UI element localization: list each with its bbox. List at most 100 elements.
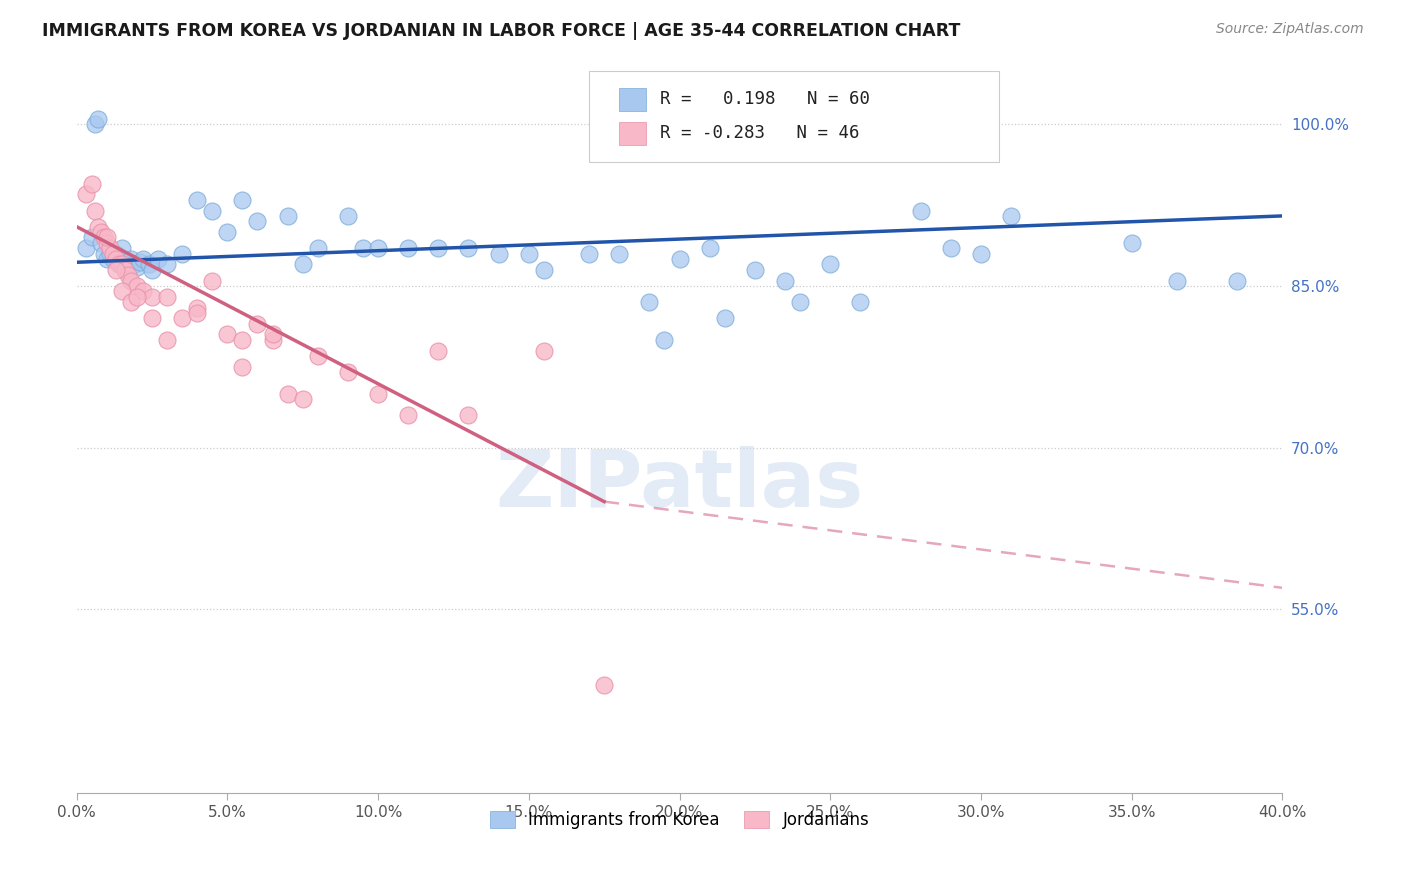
Point — [713, 311, 735, 326]
Point — [367, 386, 389, 401]
Point — [533, 343, 555, 358]
Point — [104, 252, 127, 266]
Point — [352, 241, 374, 255]
Point — [98, 246, 121, 260]
Point — [231, 333, 253, 347]
Point — [307, 349, 329, 363]
Point — [427, 343, 450, 358]
Point — [231, 359, 253, 374]
Point — [262, 333, 284, 347]
Point — [141, 262, 163, 277]
Point — [98, 241, 121, 255]
Point — [367, 241, 389, 255]
Point — [336, 209, 359, 223]
Text: ZIPatlas: ZIPatlas — [495, 446, 863, 524]
Point — [128, 255, 150, 269]
Point — [122, 257, 145, 271]
Point — [773, 274, 796, 288]
FancyBboxPatch shape — [589, 70, 1000, 162]
Point — [141, 290, 163, 304]
Point — [517, 246, 540, 260]
Point — [120, 252, 142, 266]
Point — [186, 301, 208, 315]
Point — [277, 386, 299, 401]
Point — [396, 409, 419, 423]
Point — [107, 257, 129, 271]
Point — [90, 225, 112, 239]
Point — [246, 214, 269, 228]
Point — [593, 678, 616, 692]
Point — [93, 246, 115, 260]
Point — [138, 257, 160, 271]
Point — [120, 274, 142, 288]
Point — [201, 203, 224, 218]
Point — [246, 317, 269, 331]
Point — [86, 219, 108, 234]
Point — [307, 241, 329, 255]
Text: R =   0.198   N = 60: R = 0.198 N = 60 — [661, 90, 870, 109]
Point — [277, 209, 299, 223]
Point — [75, 187, 97, 202]
Point — [291, 392, 314, 407]
Point — [170, 246, 193, 260]
Point — [90, 235, 112, 250]
Point — [96, 252, 118, 266]
Point — [291, 257, 314, 271]
Bar — [619, 121, 645, 145]
Point — [83, 117, 105, 131]
Point — [83, 203, 105, 218]
Point — [638, 295, 661, 310]
Point — [186, 306, 208, 320]
Point — [141, 311, 163, 326]
Point — [111, 285, 134, 299]
Point — [1000, 209, 1022, 223]
Point — [132, 252, 155, 266]
Point — [939, 241, 962, 255]
Point — [111, 257, 134, 271]
Point — [668, 252, 690, 266]
Point — [156, 333, 179, 347]
Point — [120, 295, 142, 310]
Point — [578, 246, 600, 260]
Point — [104, 262, 127, 277]
Point — [262, 327, 284, 342]
Point — [146, 252, 169, 266]
Point — [217, 225, 239, 239]
Text: R = -0.283   N = 46: R = -0.283 N = 46 — [661, 124, 859, 143]
Point — [396, 241, 419, 255]
Point — [170, 311, 193, 326]
Point — [101, 252, 124, 266]
Point — [104, 246, 127, 260]
Point — [101, 246, 124, 260]
Point — [820, 257, 842, 271]
Point — [533, 262, 555, 277]
Point — [96, 230, 118, 244]
Point — [96, 235, 118, 250]
Point — [125, 260, 148, 274]
Point — [970, 246, 993, 260]
Point — [336, 365, 359, 379]
Point — [457, 241, 479, 255]
Point — [93, 230, 115, 244]
Point — [1121, 235, 1143, 250]
Point — [699, 241, 721, 255]
Point — [789, 295, 811, 310]
Point — [107, 257, 129, 271]
Point — [1226, 274, 1249, 288]
Point — [654, 333, 676, 347]
Point — [488, 246, 510, 260]
Point — [132, 285, 155, 299]
Point — [75, 241, 97, 255]
Point — [607, 246, 630, 260]
Point — [1166, 274, 1188, 288]
Point — [114, 262, 136, 277]
Point — [117, 257, 139, 271]
Point — [910, 203, 932, 218]
Point — [217, 327, 239, 342]
Point — [186, 193, 208, 207]
Text: Source: ZipAtlas.com: Source: ZipAtlas.com — [1216, 22, 1364, 37]
Legend: Immigrants from Korea, Jordanians: Immigrants from Korea, Jordanians — [482, 804, 876, 836]
Text: IMMIGRANTS FROM KOREA VS JORDANIAN IN LABOR FORCE | AGE 35-44 CORRELATION CHART: IMMIGRANTS FROM KOREA VS JORDANIAN IN LA… — [42, 22, 960, 40]
Point — [849, 295, 872, 310]
Point — [201, 274, 224, 288]
